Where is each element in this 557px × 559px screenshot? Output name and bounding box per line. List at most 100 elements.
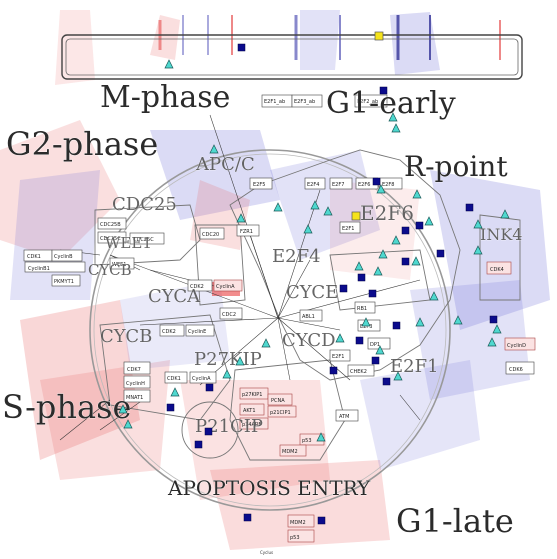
top-container-inner bbox=[65, 38, 519, 76]
marker-square bbox=[401, 257, 410, 266]
svg-text:PKMYT1: PKMYT1 bbox=[54, 279, 74, 285]
marker-square bbox=[392, 321, 401, 330]
svg-text:ATM: ATM bbox=[339, 414, 349, 420]
node-cdk2-e: CDK2 bbox=[159, 324, 185, 337]
marker-triangle bbox=[391, 123, 401, 133]
marker-triangle bbox=[473, 245, 483, 255]
node-atm: ATM bbox=[335, 409, 359, 422]
marker-triangle bbox=[487, 337, 497, 347]
marker-triangle bbox=[375, 345, 385, 355]
marker-triangle bbox=[412, 189, 422, 199]
marker-triangle bbox=[261, 338, 271, 348]
markers bbox=[118, 31, 510, 525]
svg-text:E2F1: E2F1 bbox=[332, 354, 344, 360]
svg-text:CyclinB1: CyclinB1 bbox=[28, 266, 50, 272]
node-cyclinh: CyclinH bbox=[123, 375, 151, 389]
svg-text:CyclinH: CyclinH bbox=[126, 381, 145, 387]
svg-text:CHEK2: CHEK2 bbox=[350, 369, 367, 375]
module-p27kip: P27KIP bbox=[194, 349, 262, 370]
svg-text:E2F6: E2F6 bbox=[358, 182, 370, 188]
svg-text:ABL1: ABL1 bbox=[302, 314, 315, 320]
marker-triangle bbox=[316, 432, 326, 442]
node-cdk6: CDK6 bbox=[505, 361, 535, 375]
marker-triangle bbox=[378, 249, 388, 259]
svg-text:E2F4: E2F4 bbox=[307, 182, 319, 188]
node-chek2: CHEK2 bbox=[347, 364, 375, 377]
marker-square-yellow bbox=[351, 211, 361, 221]
svg-text:CDC25C: CDC25C bbox=[133, 237, 154, 243]
svg-text:CyclinA: CyclinA bbox=[216, 284, 235, 290]
module-labels: APC/C CDC25 WEE1 CYCB CYCA CYCB E2F6 E2F… bbox=[88, 154, 523, 437]
svg-text:MDM2: MDM2 bbox=[282, 449, 298, 455]
node-e2f8: E2F8 bbox=[379, 177, 403, 190]
marker-triangle bbox=[411, 256, 421, 266]
top-container-rect bbox=[61, 34, 523, 80]
marker-triangle bbox=[273, 202, 283, 212]
marker-square bbox=[489, 315, 498, 324]
phase-m: M-phase bbox=[100, 80, 230, 115]
marker-triangle bbox=[393, 371, 403, 381]
marker-square bbox=[166, 403, 175, 412]
node-cdk1-a: CDK1 bbox=[164, 371, 188, 384]
node-wee1: WEE1 bbox=[109, 257, 135, 270]
module-cyce: CYCE bbox=[286, 282, 338, 303]
marker-triangle bbox=[388, 112, 398, 122]
phase-s: S-phase bbox=[2, 388, 131, 426]
phase-g2: G2-phase bbox=[6, 125, 158, 163]
svg-text:WEE1: WEE1 bbox=[112, 262, 126, 268]
svg-text:CDC25B: CDC25B bbox=[100, 222, 121, 228]
cell-cycle-circle bbox=[89, 149, 451, 511]
marker-triangle bbox=[303, 224, 313, 234]
marker-triangle bbox=[222, 369, 232, 379]
marker-square bbox=[243, 513, 252, 522]
svg-text:E2F2_ab: E2F2_ab bbox=[357, 99, 378, 105]
node-e2f4: E2F4 bbox=[304, 177, 326, 190]
node-abl1: ABL1 bbox=[299, 309, 323, 322]
svg-text:E2F3: E2F3 bbox=[360, 324, 372, 330]
marker-square bbox=[368, 289, 377, 298]
marker-square bbox=[372, 177, 381, 186]
marker-square bbox=[237, 43, 246, 52]
node-cdc25b: CDC25B bbox=[97, 217, 127, 230]
svg-text:DP1: DP1 bbox=[370, 342, 380, 348]
marker-triangle bbox=[310, 200, 320, 210]
svg-text:E2F3_ab: E2F3_ab bbox=[294, 99, 315, 105]
node-e2f7: E2F7 bbox=[329, 177, 353, 190]
node-cyclinb: CyclinB bbox=[51, 249, 83, 262]
svg-text:CDK2: CDK2 bbox=[162, 329, 176, 335]
marker-square bbox=[436, 249, 445, 258]
marker-square bbox=[204, 427, 213, 436]
svg-text:E2F1: E2F1 bbox=[342, 226, 354, 232]
module-apc-c: APC/C bbox=[195, 154, 255, 175]
svg-text:FZR1: FZR1 bbox=[240, 229, 253, 235]
svg-text:E2F8: E2F8 bbox=[382, 182, 394, 188]
module-cycd: CYCD bbox=[282, 330, 336, 351]
svg-text:p53: p53 bbox=[290, 535, 300, 541]
marker-square bbox=[329, 366, 338, 375]
svg-text:CDK1: CDK1 bbox=[27, 254, 41, 260]
marker-square bbox=[415, 221, 424, 230]
svg-text:p27KIP1: p27KIP1 bbox=[242, 392, 263, 398]
module-wee1: WEE1 bbox=[105, 234, 152, 252]
node-mnat1: MNAT1 bbox=[123, 389, 151, 403]
svg-text:CyclinD: CyclinD bbox=[507, 343, 526, 349]
node-cyclind: CyclinD bbox=[504, 337, 536, 351]
node-mdm2: MDM2 bbox=[279, 444, 307, 457]
apoptosis-entry: APOPTOSIS ENTRY bbox=[167, 476, 371, 500]
marker-triangle bbox=[373, 266, 383, 276]
marker-triangle bbox=[235, 356, 245, 366]
node-cdc25c-wee: CDC25C bbox=[129, 232, 165, 245]
node-cdk4: CDK4 bbox=[486, 261, 512, 275]
marker-square bbox=[357, 273, 366, 282]
svg-text:CDK6: CDK6 bbox=[509, 367, 523, 373]
svg-text:CDK2: CDK2 bbox=[190, 284, 204, 290]
background-wash bbox=[0, 10, 550, 550]
marker-triangle bbox=[492, 324, 502, 334]
marker-triangle bbox=[323, 206, 333, 216]
node-cyclina-a: CyclinA bbox=[213, 279, 243, 292]
marker-triangle bbox=[335, 333, 345, 343]
node-e2f5: E2F5 bbox=[249, 177, 273, 190]
svg-text:PCNA: PCNA bbox=[271, 398, 285, 404]
svg-text:CyclinB: CyclinB bbox=[54, 254, 73, 260]
phase-r-point: R-point bbox=[404, 150, 508, 183]
